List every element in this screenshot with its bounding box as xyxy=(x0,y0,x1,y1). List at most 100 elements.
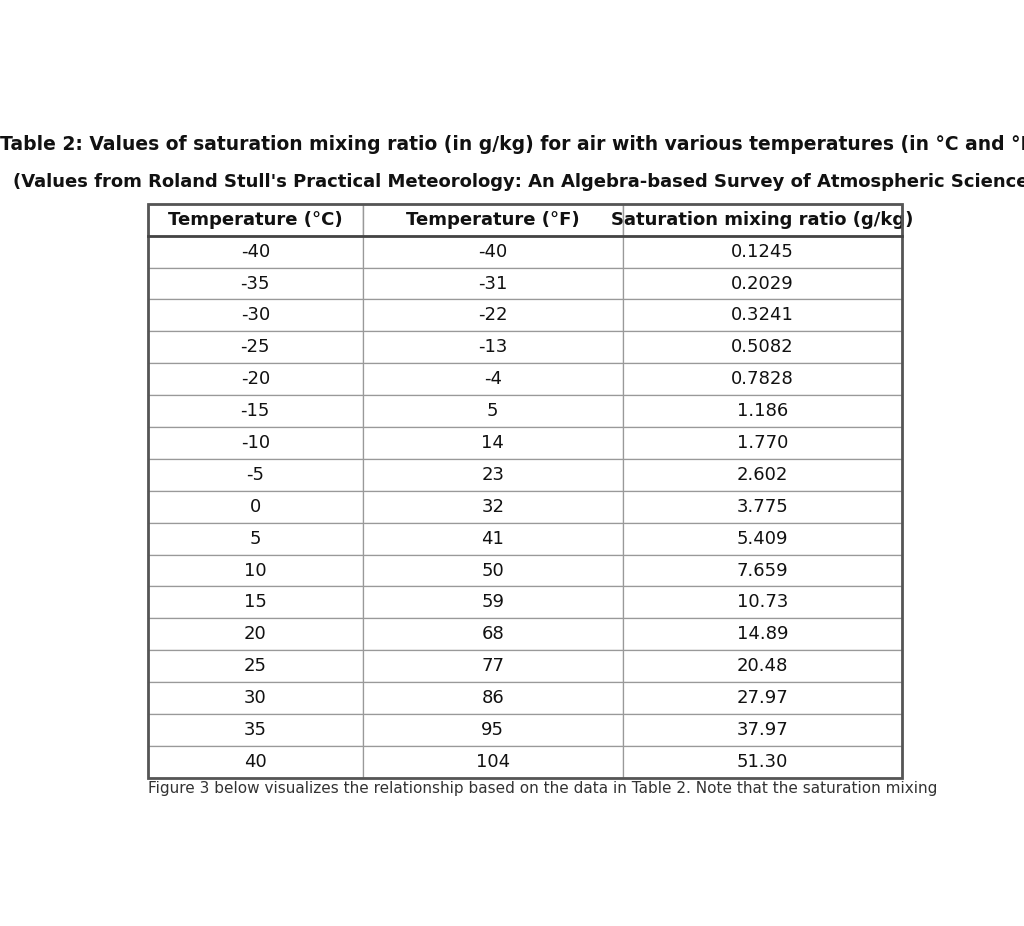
Text: 27.97: 27.97 xyxy=(736,689,788,707)
Bar xyxy=(362,299,623,332)
Text: 5: 5 xyxy=(250,530,261,547)
Text: 0.7828: 0.7828 xyxy=(731,370,794,388)
Text: 37.97: 37.97 xyxy=(736,721,788,739)
Text: -35: -35 xyxy=(241,274,270,293)
Text: 7.659: 7.659 xyxy=(736,561,788,580)
Text: -40: -40 xyxy=(241,243,270,260)
Text: 25: 25 xyxy=(244,657,267,675)
Text: Temperature (°C): Temperature (°C) xyxy=(168,211,343,229)
Text: 15: 15 xyxy=(244,594,266,611)
Bar xyxy=(362,363,623,395)
Bar xyxy=(362,332,623,363)
Text: 0.2029: 0.2029 xyxy=(731,274,794,293)
Text: -31: -31 xyxy=(478,274,508,293)
Text: 59: 59 xyxy=(481,594,504,611)
Bar xyxy=(147,682,362,714)
Bar xyxy=(623,714,902,746)
Bar xyxy=(623,299,902,332)
Bar xyxy=(147,714,362,746)
Bar xyxy=(147,459,362,491)
Bar xyxy=(147,204,362,236)
Bar xyxy=(623,586,902,619)
Text: -15: -15 xyxy=(241,402,270,420)
Bar xyxy=(362,427,623,459)
Bar xyxy=(147,746,362,778)
Text: 77: 77 xyxy=(481,657,504,675)
Text: 32: 32 xyxy=(481,498,504,516)
Text: 68: 68 xyxy=(481,625,504,644)
Text: -40: -40 xyxy=(478,243,507,260)
Text: Table 2: Values of saturation mixing ratio (in g/kg) for air with various temper: Table 2: Values of saturation mixing rat… xyxy=(0,135,1024,154)
Bar xyxy=(623,204,902,236)
Bar xyxy=(623,459,902,491)
Bar xyxy=(147,650,362,682)
Bar xyxy=(623,555,902,586)
Bar xyxy=(362,555,623,586)
Text: 3.775: 3.775 xyxy=(736,498,788,516)
Bar xyxy=(623,682,902,714)
Bar xyxy=(147,555,362,586)
Text: 0.3241: 0.3241 xyxy=(731,307,794,324)
Bar xyxy=(362,395,623,427)
Bar xyxy=(147,363,362,395)
Bar xyxy=(362,268,623,299)
Text: 2.602: 2.602 xyxy=(736,466,788,484)
Bar xyxy=(147,299,362,332)
Text: 50: 50 xyxy=(481,561,504,580)
Text: -25: -25 xyxy=(241,338,270,357)
Bar xyxy=(147,586,362,619)
Bar xyxy=(362,714,623,746)
Bar xyxy=(147,268,362,299)
Bar xyxy=(362,586,623,619)
Bar xyxy=(147,332,362,363)
Text: 20.48: 20.48 xyxy=(736,657,788,675)
Bar xyxy=(623,395,902,427)
Text: Temperature (°F): Temperature (°F) xyxy=(406,211,580,229)
Text: 5.409: 5.409 xyxy=(736,530,788,547)
Bar xyxy=(147,427,362,459)
Text: 95: 95 xyxy=(481,721,504,739)
Bar xyxy=(623,332,902,363)
Text: -4: -4 xyxy=(483,370,502,388)
Text: 0: 0 xyxy=(250,498,261,516)
Bar xyxy=(147,204,902,778)
Text: 41: 41 xyxy=(481,530,504,547)
Text: 5: 5 xyxy=(487,402,499,420)
Bar xyxy=(362,491,623,522)
Text: 0.5082: 0.5082 xyxy=(731,338,794,357)
Text: 20: 20 xyxy=(244,625,266,644)
Bar xyxy=(623,746,902,778)
Text: Saturation mixing ratio (g/kg): Saturation mixing ratio (g/kg) xyxy=(611,211,913,229)
Bar xyxy=(362,746,623,778)
Text: 14.89: 14.89 xyxy=(736,625,788,644)
Text: 1.770: 1.770 xyxy=(736,434,788,452)
Bar xyxy=(362,650,623,682)
Text: 51.30: 51.30 xyxy=(736,753,788,770)
Text: 30: 30 xyxy=(244,689,266,707)
Bar xyxy=(362,236,623,268)
Text: -10: -10 xyxy=(241,434,270,452)
Text: 14: 14 xyxy=(481,434,504,452)
Bar xyxy=(362,204,623,236)
Bar xyxy=(362,459,623,491)
Bar xyxy=(623,491,902,522)
Text: 1.186: 1.186 xyxy=(736,402,787,420)
Bar xyxy=(147,395,362,427)
Text: -5: -5 xyxy=(247,466,264,484)
Bar xyxy=(362,619,623,650)
Text: -13: -13 xyxy=(478,338,508,357)
Text: 23: 23 xyxy=(481,466,504,484)
Text: 10.73: 10.73 xyxy=(736,594,788,611)
Text: -20: -20 xyxy=(241,370,270,388)
Text: -22: -22 xyxy=(478,307,508,324)
Bar xyxy=(362,682,623,714)
Bar xyxy=(623,522,902,555)
Text: 35: 35 xyxy=(244,721,267,739)
Bar xyxy=(623,650,902,682)
Text: (Values from Roland Stull's Practical Meteorology: An Algebra-based Survey of At: (Values from Roland Stull's Practical Me… xyxy=(13,173,1024,192)
Bar xyxy=(623,427,902,459)
Text: 0.1245: 0.1245 xyxy=(731,243,794,260)
Bar xyxy=(147,619,362,650)
Bar xyxy=(623,619,902,650)
Text: 104: 104 xyxy=(476,753,510,770)
